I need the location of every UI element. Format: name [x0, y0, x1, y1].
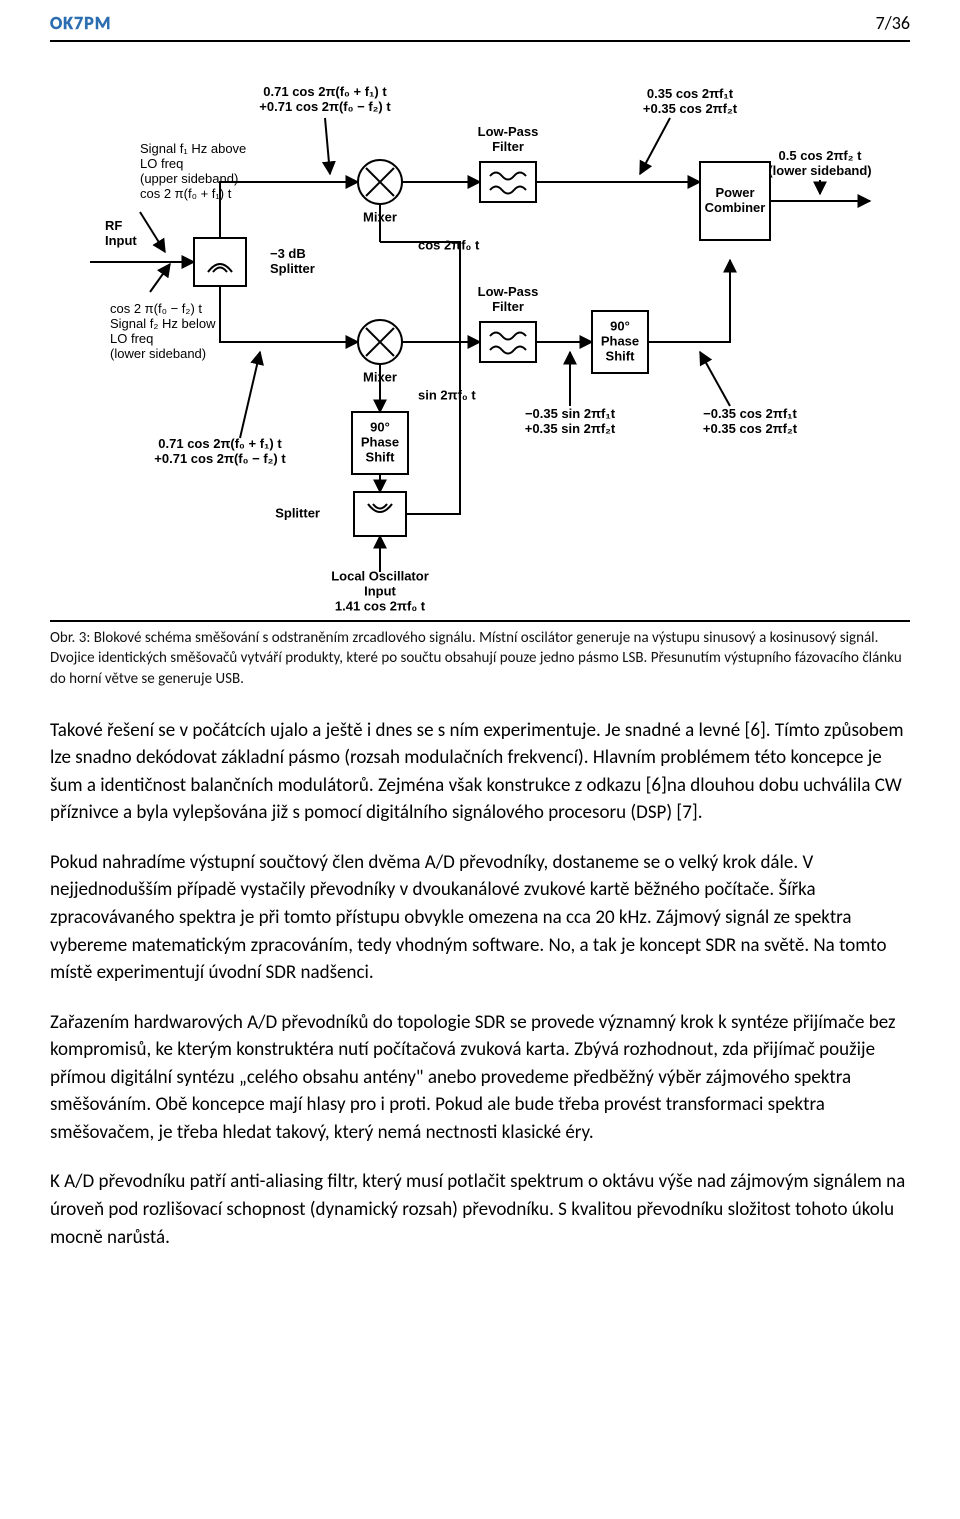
svg-text:cos 2 π(f₀ + f₁) t: cos 2 π(f₀ + f₁) t	[140, 186, 232, 201]
svg-text:−3 dB: −3 dB	[270, 246, 306, 261]
caption-rule	[50, 620, 910, 622]
figure-caption: Obr. 3: Blokové schéma směšování s odstr…	[50, 628, 910, 689]
svg-text:+0.35 cos 2πf₂t: +0.35 cos 2πf₂t	[643, 101, 738, 116]
svg-text:−0.35 cos 2πf₁t: −0.35 cos 2πf₁t	[703, 406, 797, 421]
svg-text:+0.35 sin 2πf₂t: +0.35 sin 2πf₂t	[525, 421, 616, 436]
svg-text:Local Oscillator: Local Oscillator	[331, 568, 429, 583]
svg-text:RF: RF	[105, 218, 122, 233]
svg-text:(lower sideband): (lower sideband)	[768, 163, 871, 178]
top-rule	[50, 40, 910, 42]
header-callsign: OK7PM	[50, 12, 111, 34]
svg-text:Signal f₁ Hz above: Signal f₁ Hz above	[140, 141, 246, 156]
svg-text:cos 2πf₀ t: cos 2πf₀ t	[418, 237, 480, 252]
page-number: 7/36	[876, 12, 910, 34]
svg-text:Low-Pass: Low-Pass	[478, 124, 539, 139]
svg-text:Input: Input	[105, 233, 137, 248]
svg-text:+0.71 cos 2π(f₀ − f₂) t: +0.71 cos 2π(f₀ − f₂) t	[259, 99, 391, 114]
svg-text:−0.35 sin 2πf₁t: −0.35 sin 2πf₁t	[525, 406, 616, 421]
svg-text:Splitter: Splitter	[275, 505, 320, 520]
svg-text:0.5 cos 2πf₂ t: 0.5 cos 2πf₂ t	[779, 148, 863, 163]
svg-text:Phase: Phase	[361, 434, 399, 449]
image-rejection-mixer-diagram: RFInputSignal f₁ Hz aboveLO freq(upper s…	[50, 52, 910, 612]
svg-text:Signal f₂ Hz below: Signal f₂ Hz below	[110, 316, 216, 331]
page-header: OK7PM 7/36	[50, 12, 910, 34]
svg-text:LO freq: LO freq	[140, 156, 183, 171]
svg-text:Filter: Filter	[492, 299, 524, 314]
block-diagram-figure: RFInputSignal f₁ Hz aboveLO freq(upper s…	[50, 52, 910, 612]
svg-text:1.41 cos 2πf₀ t: 1.41 cos 2πf₀ t	[335, 598, 426, 612]
paragraph-2: Pokud nahradíme výstupní součtový člen d…	[50, 849, 910, 987]
svg-text:90°: 90°	[370, 419, 390, 434]
svg-text:Shift: Shift	[366, 449, 396, 464]
svg-text:90°: 90°	[610, 318, 630, 333]
svg-text:Power: Power	[715, 185, 754, 200]
svg-text:sin 2πf₀ t: sin 2πf₀ t	[418, 387, 476, 402]
body-text: Takové řešení se v počátcích ujalo a ješ…	[50, 717, 910, 1251]
svg-text:(upper sideband): (upper sideband)	[140, 171, 238, 186]
svg-text:Input: Input	[364, 583, 396, 598]
svg-text:cos 2 π(f₀ − f₂) t: cos 2 π(f₀ − f₂) t	[110, 301, 202, 316]
svg-text:Filter: Filter	[492, 139, 524, 154]
svg-text:0.35 cos 2πf₁t: 0.35 cos 2πf₁t	[647, 86, 734, 101]
paragraph-1: Takové řešení se v počátcích ujalo a ješ…	[50, 717, 910, 827]
svg-text:Phase: Phase	[601, 333, 639, 348]
svg-text:Shift: Shift	[606, 348, 636, 363]
svg-text:+0.35 cos 2πf₂t: +0.35 cos 2πf₂t	[703, 421, 798, 436]
svg-text:0.71 cos 2π(f₀ + f₁) t: 0.71 cos 2π(f₀ + f₁) t	[158, 436, 282, 451]
svg-text:0.71 cos 2π(f₀ + f₁) t: 0.71 cos 2π(f₀ + f₁) t	[263, 84, 387, 99]
paragraph-3: Zařazením hardwarových A/D převodníků do…	[50, 1009, 910, 1147]
svg-text:Splitter: Splitter	[270, 261, 315, 276]
svg-text:+0.71 cos 2π(f₀ − f₂) t: +0.71 cos 2π(f₀ − f₂) t	[154, 451, 286, 466]
svg-text:Low-Pass: Low-Pass	[478, 284, 539, 299]
paragraph-4: K A/D převodníku patří anti-aliasing fil…	[50, 1168, 910, 1251]
svg-text:Combiner: Combiner	[705, 200, 766, 215]
svg-text:LO freq: LO freq	[110, 331, 153, 346]
svg-text:(lower sideband): (lower sideband)	[110, 346, 206, 361]
